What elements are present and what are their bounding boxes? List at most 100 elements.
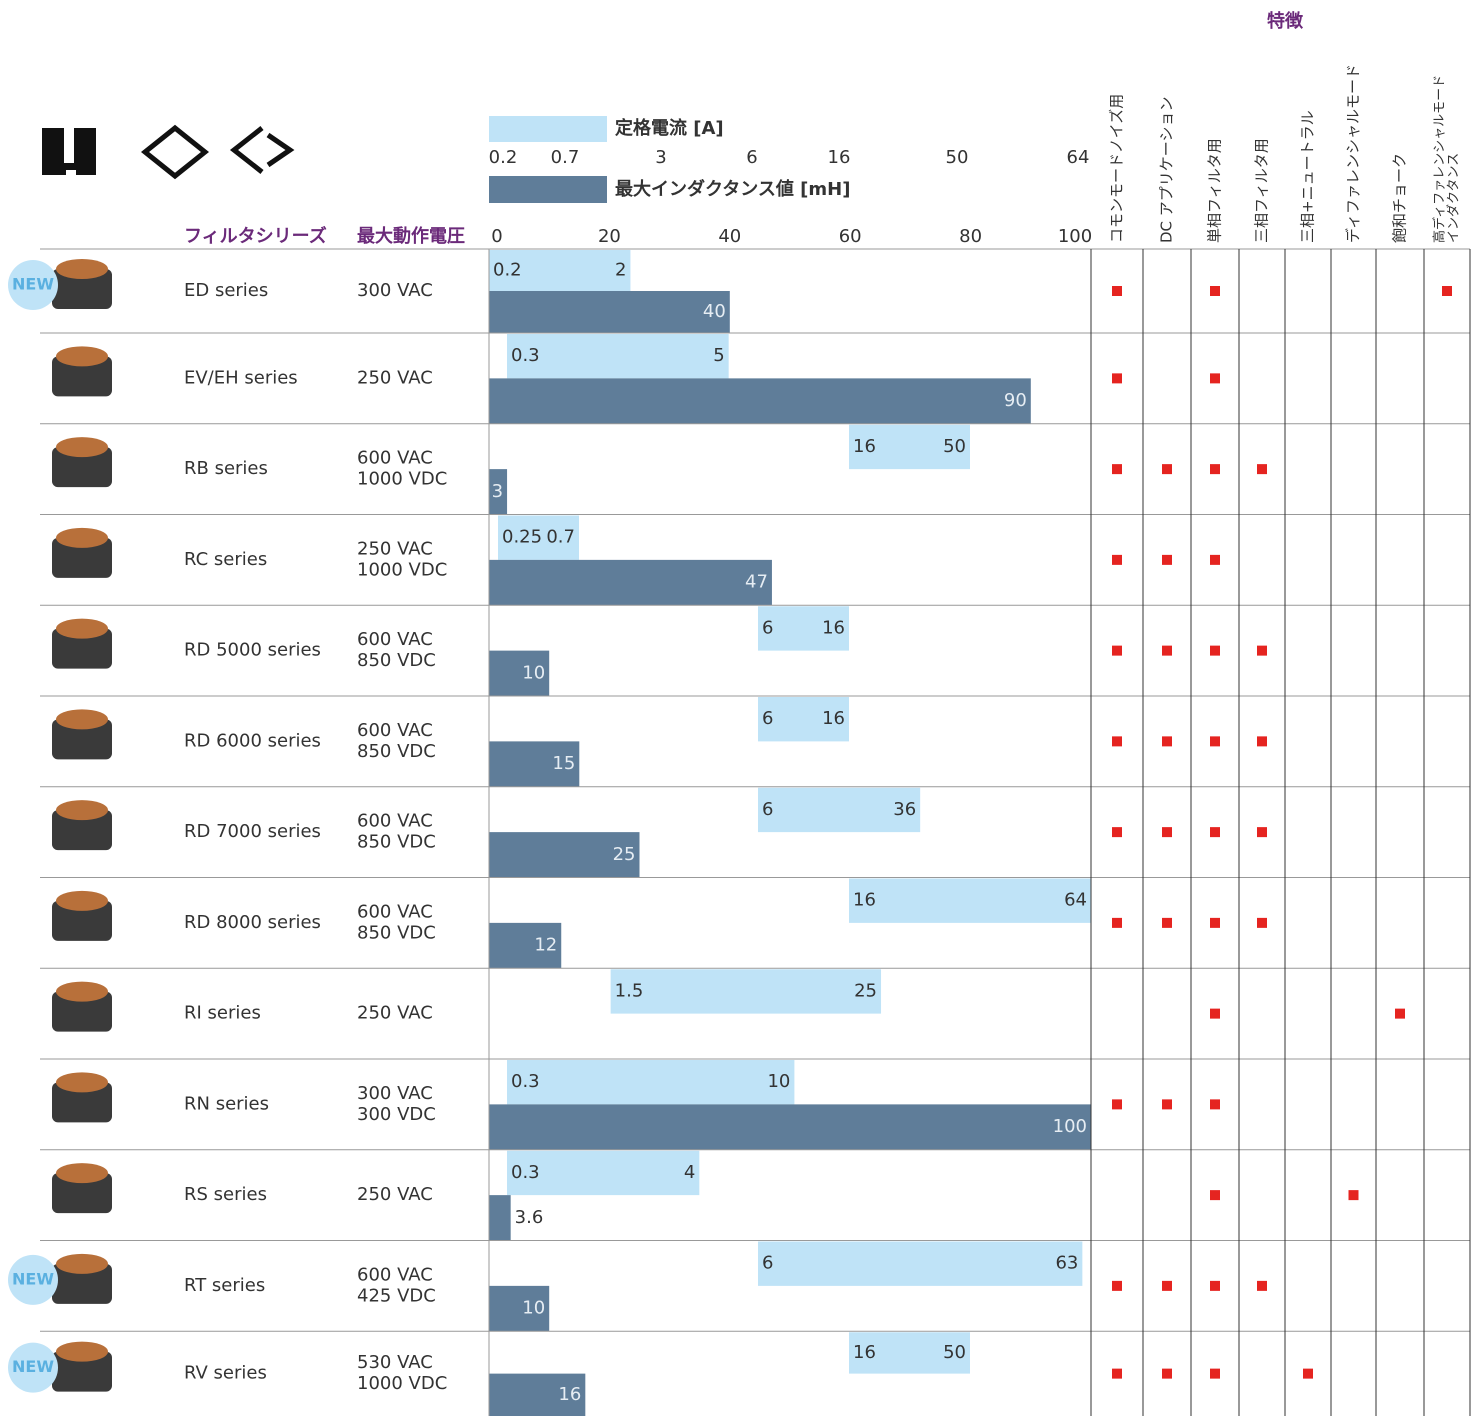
feature-header: インダクタンス <box>1447 153 1462 243</box>
product-coil <box>56 346 108 367</box>
legend-swatch-inductance <box>489 176 607 203</box>
inductance-label: 40 <box>703 301 726 322</box>
current-bar <box>489 250 631 291</box>
feature-mark <box>1112 554 1122 565</box>
voltage: 1000 VDC <box>357 1373 447 1394</box>
current-max-label: 16 <box>822 617 845 638</box>
current-max-label: 50 <box>943 1342 966 1363</box>
new-badge <box>8 1254 58 1305</box>
current-min-label: 6 <box>762 617 773 638</box>
column-header-series: フィルタシリーズ <box>184 225 327 247</box>
inductance-bar <box>489 741 580 787</box>
feature-mark <box>1210 554 1220 565</box>
product-body <box>52 900 112 941</box>
feature-mark <box>1210 373 1220 384</box>
series-name: RN series <box>184 1093 269 1114</box>
current-bar <box>758 697 849 742</box>
product-body <box>52 537 112 578</box>
current-max-label: 10 <box>767 1071 790 1092</box>
product-body <box>52 1082 112 1123</box>
feature-header: DC アプリケーション <box>1158 97 1176 244</box>
voltage: 600 VAC <box>357 629 433 650</box>
inductance-label: 90 <box>1004 390 1027 411</box>
current-max-label: 2 <box>615 260 626 281</box>
product-body <box>52 719 112 760</box>
current-bar <box>849 878 1091 923</box>
feature-header: 三相+ニュートラル <box>1299 110 1317 243</box>
product-image <box>52 346 112 397</box>
inductance-label: 10 <box>522 1298 545 1319</box>
feature-mark <box>1210 1190 1220 1201</box>
product-coil <box>56 618 108 639</box>
feature-mark <box>1112 1368 1122 1379</box>
feature-mark <box>1112 917 1122 928</box>
feature-mark <box>1162 645 1172 656</box>
enec-logo <box>229 126 295 174</box>
inductance-tick-label: 80 <box>959 226 982 247</box>
current-min-label: 0.25 <box>502 527 542 548</box>
voltage: 850 VDC <box>357 741 436 762</box>
product-body <box>52 447 112 488</box>
feature-header: 飽和チョーク <box>1391 153 1409 243</box>
current-min-label: 0.2 <box>493 260 522 281</box>
inductance-label: 12 <box>534 935 557 956</box>
current-tick-label: 0.7 <box>551 147 580 168</box>
feature-mark <box>1112 1099 1122 1110</box>
current-bar <box>507 1060 795 1105</box>
new-badge-text: NEW <box>12 1357 54 1376</box>
product-image <box>52 1163 112 1214</box>
current-bar <box>849 1332 970 1374</box>
feature-mark <box>1257 1280 1267 1291</box>
product-coil <box>56 527 108 548</box>
product-image <box>52 1072 112 1123</box>
feature-mark <box>1257 645 1267 656</box>
current-min-label: 16 <box>853 890 876 911</box>
series-name: ED series <box>184 280 268 301</box>
current-bar <box>758 606 849 651</box>
current-tick-label: 6 <box>746 147 757 168</box>
current-min-label: 6 <box>762 799 773 820</box>
product-coil <box>56 1341 108 1362</box>
ul-logo <box>42 128 96 175</box>
voltage: 850 VDC <box>357 650 436 671</box>
product-image <box>52 527 112 578</box>
feature-mark <box>1112 827 1122 838</box>
feature-mark <box>1112 736 1122 747</box>
current-tick-label: 50 <box>946 147 969 168</box>
inductance-label: 47 <box>745 572 768 593</box>
current-min-label: 6 <box>762 708 773 729</box>
new-badge-text: NEW <box>12 1269 54 1288</box>
feature-header: コモンモードノイズ用 <box>1108 94 1126 243</box>
inductance-bar <box>489 1373 586 1416</box>
current-bar <box>758 1241 1083 1286</box>
feature-mark <box>1210 1368 1220 1379</box>
feature-mark <box>1210 1008 1220 1019</box>
feature-mark <box>1112 286 1122 296</box>
series-name: RS series <box>184 1184 267 1205</box>
current-tick-label: 3 <box>655 147 666 168</box>
product-coil <box>56 890 108 911</box>
new-badge <box>8 1342 58 1393</box>
current-bar <box>507 1150 700 1196</box>
feature-header: ディファレンシャルモード <box>1344 64 1362 243</box>
feature-mark <box>1303 1368 1313 1379</box>
voltage: 600 VAC <box>357 1264 433 1285</box>
feature-mark <box>1210 917 1220 928</box>
voltage: 300 VDC <box>357 1104 436 1125</box>
current-min-label: 16 <box>853 1342 876 1363</box>
voltage: 1000 VDC <box>357 469 447 490</box>
legend-swatch-current <box>489 116 607 142</box>
series-name: RT series <box>184 1275 265 1296</box>
new-badge-text: NEW <box>12 275 54 294</box>
current-max-label: 5 <box>713 345 724 366</box>
product-body <box>52 356 112 397</box>
current-bar <box>758 787 921 833</box>
feature-mark <box>1257 736 1267 747</box>
feature-mark <box>1162 736 1172 747</box>
voltage: 850 VDC <box>357 922 436 943</box>
product-body <box>52 810 112 851</box>
feature-mark <box>1257 827 1267 838</box>
current-bar <box>610 969 882 1014</box>
inductance-bar <box>489 1104 1091 1150</box>
inductance-label: 3.6 <box>515 1207 544 1228</box>
